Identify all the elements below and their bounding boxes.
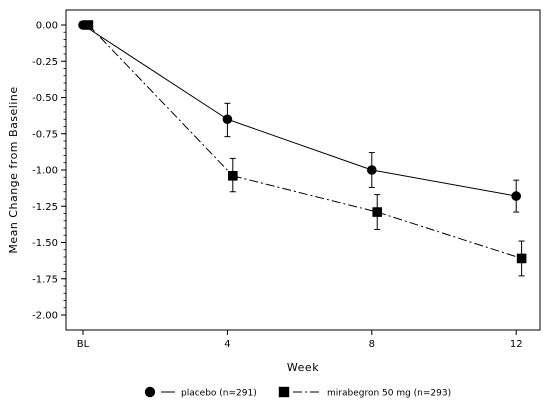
x-tick-label: BL — [77, 339, 90, 350]
x-tick-label: 4 — [224, 339, 230, 350]
y-tick-label: -1.25 — [32, 202, 58, 213]
legend: placebo (n=291) mirabegron 50 mg (n=293) — [144, 386, 451, 399]
x-tick-label: 12 — [510, 339, 523, 350]
data-point-square — [516, 253, 527, 264]
y-tick-label: -2.00 — [32, 311, 58, 322]
plot-frame — [65, 9, 541, 331]
y-tick-label: -1.00 — [32, 166, 58, 177]
series-line-segment — [232, 175, 378, 213]
legend-marker-circle — [144, 386, 156, 398]
y-axis: 0.00 -0.25 -0.50 -0.75 -1.00 -1.25 -1.50 -1.75 -… — [32, 21, 66, 322]
series-0 — [78, 20, 521, 213]
series-1 — [83, 20, 527, 277]
series-layer — [78, 20, 527, 277]
series-line-segment — [88, 24, 234, 177]
x-axis: BL 4 8 12 — [77, 330, 523, 350]
data-point-circle — [511, 191, 521, 201]
legend-label: placebo (n=291) — [181, 389, 257, 399]
series-line-segment — [371, 169, 517, 197]
y-tick-label: -0.50 — [32, 93, 58, 104]
series-line-segment — [82, 24, 228, 120]
y-tick-label: 0.00 — [36, 21, 58, 32]
y-tick-label: -0.25 — [32, 57, 58, 68]
data-point-square — [372, 207, 383, 217]
data-point-circle — [367, 165, 377, 175]
y-axis-title: Mean Change from Baseline — [7, 86, 20, 253]
y-tick-label: -1.50 — [32, 238, 58, 249]
series-line-segment — [377, 211, 522, 259]
data-point-square — [228, 171, 238, 181]
x-tick-label: 8 — [369, 339, 375, 350]
x-axis-title: Week — [287, 361, 319, 374]
y-tick-label: -1.75 — [32, 274, 58, 285]
y-tick-label: -0.75 — [32, 129, 58, 140]
legend-marker-square — [278, 386, 290, 398]
data-point-circle — [222, 114, 233, 125]
data-point-square — [83, 20, 94, 30]
series-line-segment — [227, 118, 372, 171]
legend-label: mirabegron 50 mg (n=293) — [327, 389, 451, 399]
